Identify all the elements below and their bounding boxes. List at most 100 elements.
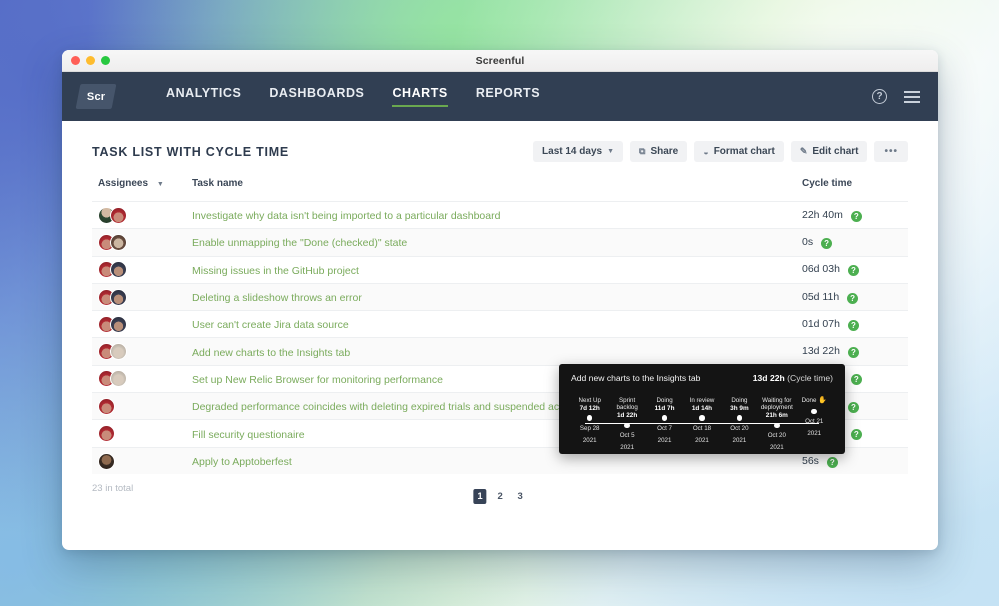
traffic-lights	[71, 56, 110, 65]
timeline-stage: Doing 11d 7h Oct 7 2021	[646, 397, 683, 452]
task-link[interactable]: Set up New Relic Browser for monitoring …	[192, 373, 443, 386]
maximize-icon[interactable]	[101, 56, 110, 65]
cycle-time-cell: 06d 03h ?	[798, 256, 908, 283]
timeline-stages: Next Up 7d 12h Sep 28 2021 Sprint backlo…	[571, 397, 833, 452]
timeline-stage: Doing 3h 9m Oct 20 2021	[721, 397, 758, 452]
tooltip-header: Add new charts to the Insights tab 13d 2…	[571, 373, 833, 383]
avatar	[110, 343, 127, 361]
assignee-cell	[92, 365, 192, 392]
table-row[interactable]: User can't create Jira data source 01d 0…	[92, 310, 908, 338]
assignee-cell	[92, 338, 192, 365]
hand-emoji-icon: ✋	[818, 397, 827, 404]
column-header-assignees[interactable]: Assignees ▼	[92, 178, 192, 202]
avatar-group	[98, 395, 192, 417]
timeline-stage: Waiting for deployment 21h 6m Oct 20 202…	[758, 397, 795, 452]
cycle-time-value: 06d 03h	[802, 263, 840, 276]
help-icon[interactable]: ?	[850, 210, 862, 222]
cycle-time-value: 56s	[802, 454, 819, 467]
page-button-1[interactable]: 1	[473, 489, 487, 505]
help-icon[interactable]: ?	[850, 374, 862, 386]
table-row[interactable]: Set up New Relic Browser for monitoring …	[92, 365, 908, 392]
stage-date: Oct 5	[619, 432, 635, 440]
task-link[interactable]: Enable unmapping the "Done (checked)" st…	[192, 237, 408, 250]
stage-dot-icon	[661, 415, 668, 421]
task-name-cell: Degraded performance coincides with dele…	[192, 393, 798, 420]
table-row[interactable]: Deleting a slideshow throws an error 05d…	[92, 283, 908, 311]
pagination: 1 2 3	[473, 489, 526, 505]
task-link[interactable]: Degraded performance coincides with dele…	[192, 401, 591, 414]
column-header-task-name[interactable]: Task name	[192, 178, 243, 189]
stage-year: 2021	[769, 443, 784, 451]
date-range-button[interactable]: Last 14 days ▼	[533, 141, 624, 162]
task-link[interactable]: Add new charts to the Insights tab	[192, 346, 351, 359]
avatar-group	[98, 368, 192, 390]
avatar	[110, 206, 127, 224]
task-name-cell: Fill security questionaire	[192, 420, 798, 447]
stage-name: Doing	[731, 397, 748, 404]
more-options-button[interactable]: •••	[874, 141, 908, 162]
page-button-3[interactable]: 3	[517, 491, 523, 503]
table-row[interactable]: Missing issues in the GitHub project 06d…	[92, 256, 908, 283]
total-count: 23 in total	[92, 483, 134, 495]
avatar-group	[98, 423, 192, 445]
nav-item-dashboards[interactable]: DASHBOARDS	[269, 86, 365, 100]
stage-dot-icon	[811, 408, 817, 415]
app-logo[interactable]: Scr	[75, 84, 117, 109]
timeline-stage: Done ✋ Oct 21 2021	[796, 397, 833, 452]
stage-date: Oct 21	[805, 418, 824, 426]
task-name-cell: Enable unmapping the "Done (checked)" st…	[192, 229, 798, 256]
assignee-cell	[92, 447, 192, 474]
page-button-2[interactable]: 2	[497, 491, 503, 503]
nav-item-charts[interactable]: CHARTS	[392, 86, 448, 107]
help-icon[interactable]: ?	[847, 347, 859, 359]
avatar-group	[98, 259, 192, 281]
avatar	[98, 397, 115, 415]
task-link[interactable]: Missing issues in the GitHub project	[192, 264, 359, 277]
task-link[interactable]: Investigate why data isn't being importe…	[192, 210, 501, 223]
help-icon[interactable]: ?	[872, 89, 887, 104]
table-row[interactable]: Add new charts to the Insights tab 13d 2…	[92, 337, 908, 366]
cycle-time-cell: 0s ?	[798, 229, 908, 256]
task-link[interactable]: Apply to Apptoberfest	[192, 456, 292, 469]
task-link[interactable]: Deleting a slideshow throws an error	[192, 292, 362, 305]
cycle-time-cell: 22h 40m ?	[798, 202, 908, 229]
help-icon[interactable]: ?	[826, 456, 838, 468]
task-link[interactable]: Fill security questionaire	[192, 428, 305, 441]
cycle-time-value: 22h 40m	[802, 208, 843, 221]
cycle-time-cell: 56s ?	[798, 447, 908, 474]
help-icon[interactable]: ?	[821, 237, 833, 249]
share-button[interactable]: ⧉ Share	[630, 141, 688, 162]
close-icon[interactable]	[71, 56, 80, 65]
window-title: Screenful	[475, 54, 525, 67]
navbar-right-actions: ?	[872, 89, 920, 104]
edit-chart-label: Edit chart	[812, 146, 859, 157]
task-name-cell: Investigate why data isn't being importe…	[192, 202, 798, 229]
cycle-time-cell: 01d 07h ?	[798, 311, 908, 338]
main-navigation: ANALYTICS DASHBOARDS CHARTS REPORTS	[166, 86, 540, 107]
table-row[interactable]: Enable unmapping the "Done (checked)" st…	[92, 228, 908, 257]
help-icon[interactable]: ?	[847, 401, 859, 413]
nav-item-reports[interactable]: REPORTS	[475, 86, 541, 100]
minimize-icon[interactable]	[86, 56, 95, 65]
table-row[interactable]: Investigate why data isn't being importe…	[92, 201, 908, 229]
stage-year: 2021	[582, 436, 597, 444]
avatar	[98, 452, 115, 470]
page-content: TASK LIST WITH CYCLE TIME Last 14 days ▼…	[62, 121, 938, 513]
column-header-cycle-time[interactable]: Cycle time	[802, 178, 853, 189]
help-icon[interactable]: ?	[847, 319, 859, 331]
stage-duration: 11d 7h	[654, 404, 675, 412]
task-link[interactable]: User can't create Jira data source	[192, 319, 349, 332]
help-icon[interactable]: ?	[850, 429, 862, 441]
timeline-stage: Next Up 7d 12h Sep 28 2021	[571, 397, 608, 452]
hamburger-menu-icon[interactable]	[904, 90, 920, 103]
avatar	[110, 233, 127, 251]
help-icon[interactable]: ?	[847, 292, 859, 304]
avatar-group	[98, 286, 192, 308]
table-footer: 23 in total 1 2 3	[92, 483, 908, 513]
app-navbar: Scr ANALYTICS DASHBOARDS CHARTS REPORTS …	[62, 72, 938, 121]
help-icon[interactable]: ?	[847, 265, 859, 277]
stage-dot-icon	[624, 422, 630, 429]
nav-item-analytics[interactable]: ANALYTICS	[166, 86, 242, 100]
edit-chart-button[interactable]: ✎ Edit chart	[790, 141, 868, 162]
format-chart-button[interactable]: ◒ Format chart	[694, 141, 784, 162]
